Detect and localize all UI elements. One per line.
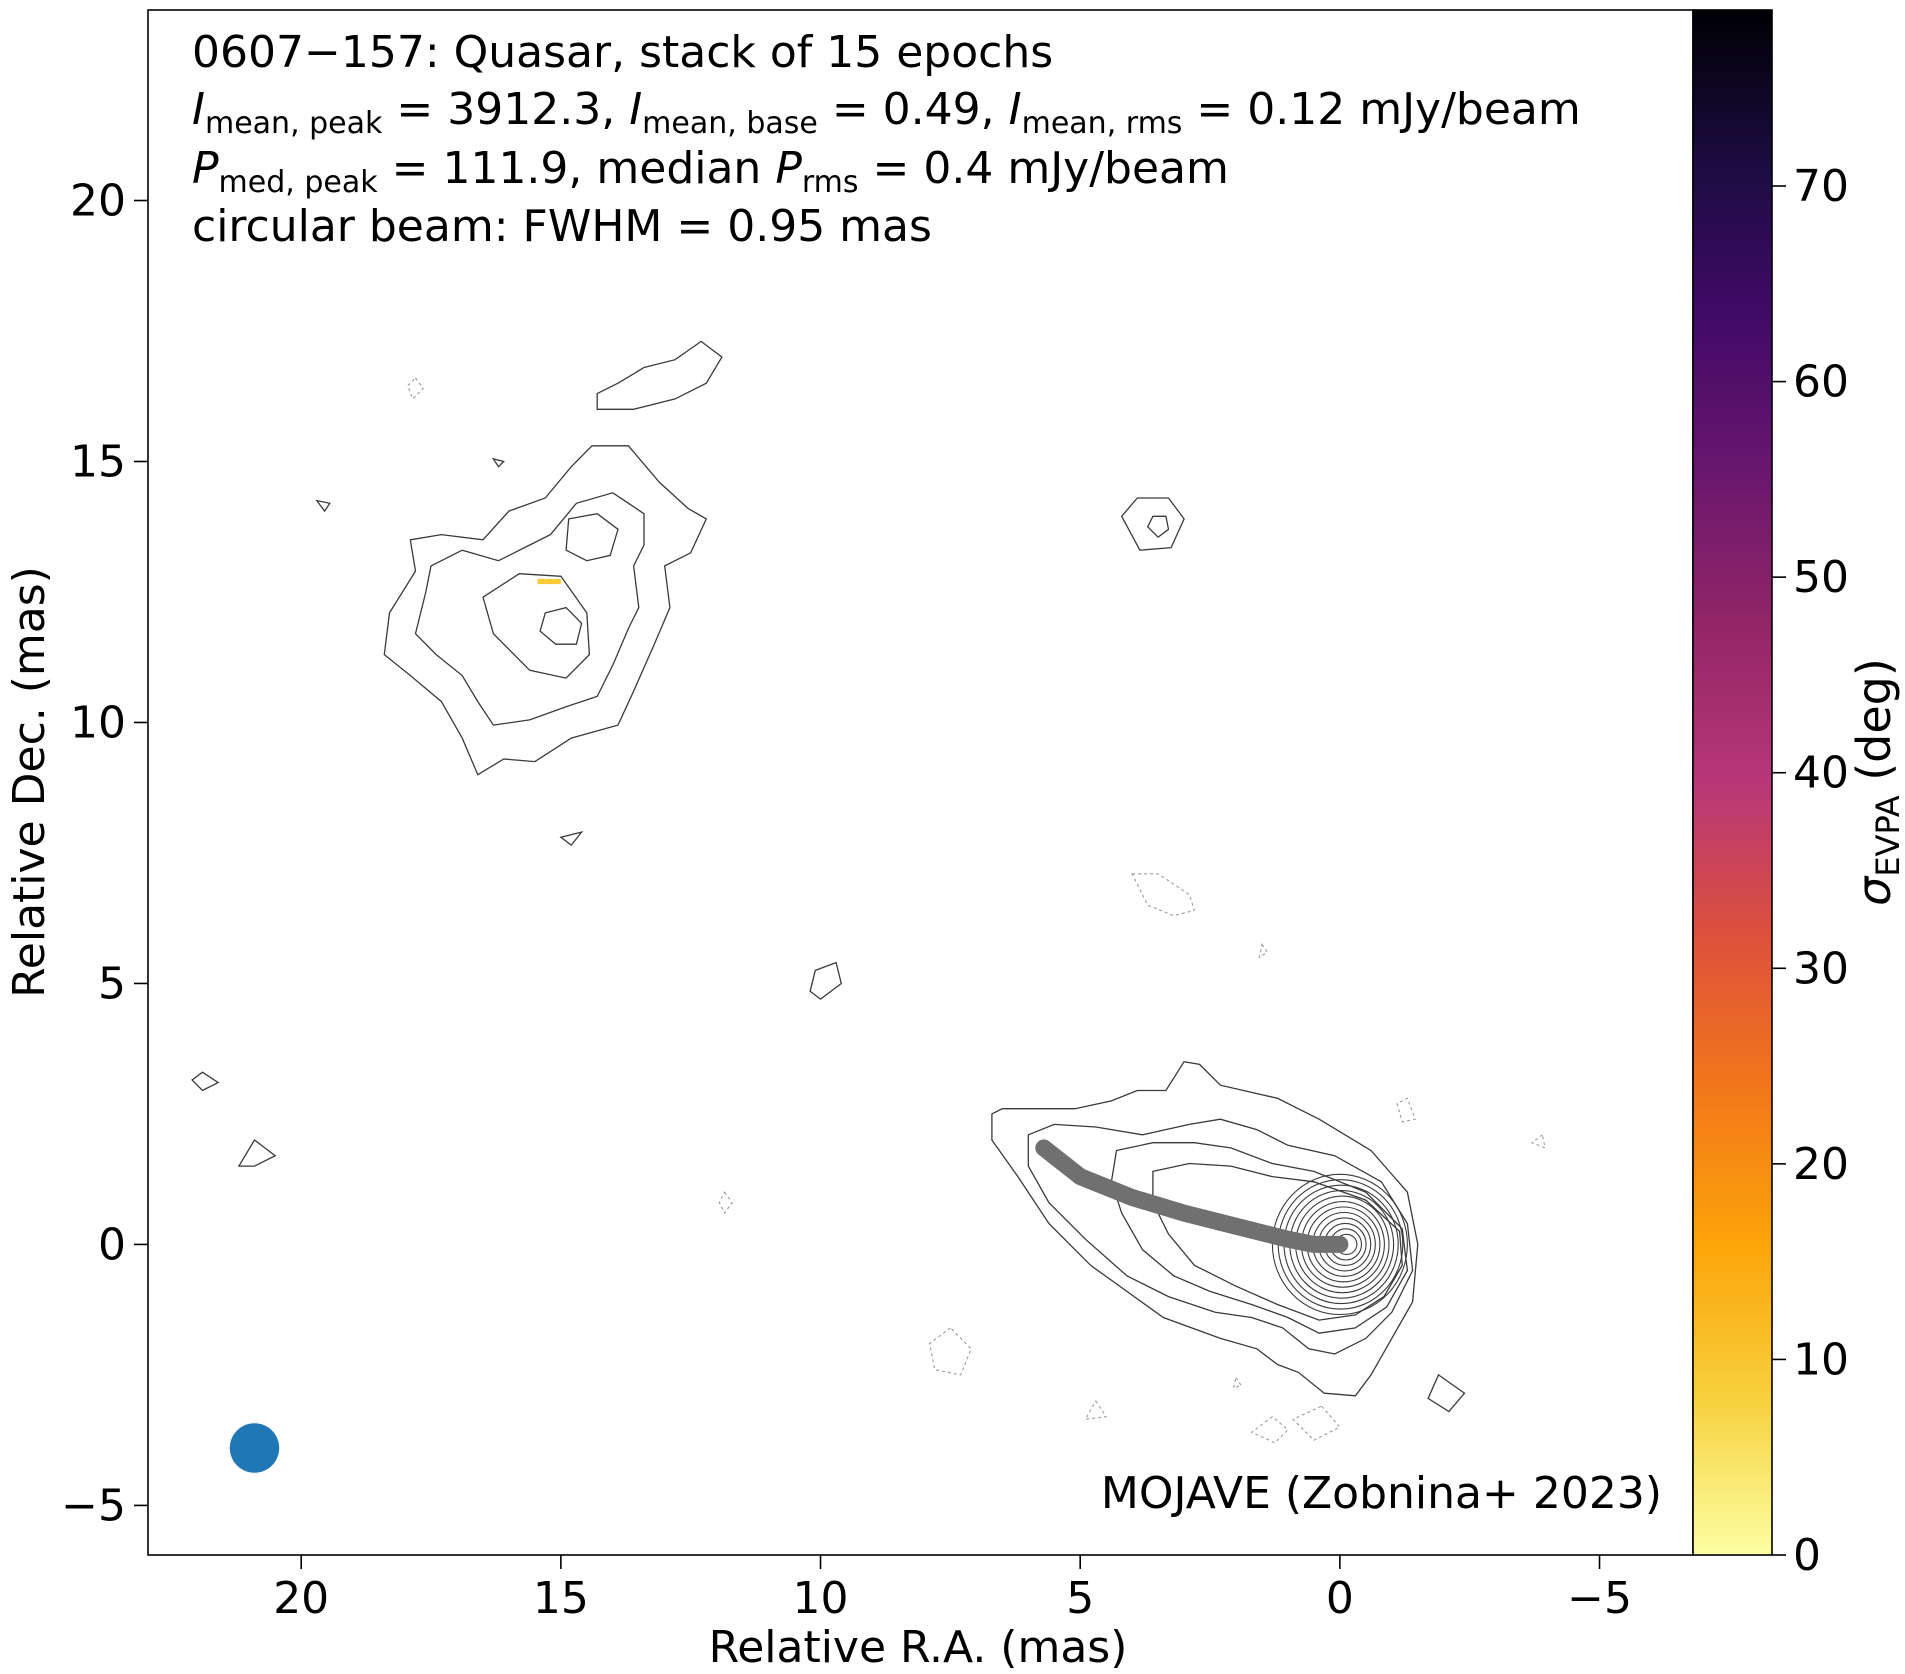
contour-small <box>315 499 331 513</box>
colorbar-ticks: 0 10 20 30 40 50 60 70 <box>1772 161 1849 1581</box>
contour-jet-third <box>1110 1142 1409 1334</box>
contour-negative <box>1131 873 1196 917</box>
colorbar-label: σEVPA (deg) <box>1847 658 1905 906</box>
colorbar-gradient <box>1693 10 1772 1555</box>
contour-small <box>809 961 843 1000</box>
contour-small <box>237 1139 277 1167</box>
annotation-line-4: circular beam: FWHM = 0.95 mas <box>192 201 932 252</box>
y-tick-label: 10 <box>70 697 126 748</box>
contour-blob-core2 <box>565 513 619 562</box>
evpa-pixel <box>545 578 554 585</box>
colorbar-tick-label: 40 <box>1793 748 1849 799</box>
contour-negative <box>1258 942 1268 959</box>
y-tick-label: −5 <box>61 1480 126 1531</box>
credit-label: MOJAVE (Zobnina+ 2023) <box>1101 1468 1662 1519</box>
colorbar-tick-label: 50 <box>1793 552 1849 603</box>
y-axis-ticks: 20 15 10 5 0 −5 <box>61 176 148 1531</box>
colorbar-tick-label: 30 <box>1793 943 1849 994</box>
contour-core <box>1271 1173 1408 1316</box>
contour-blob-outer <box>383 445 708 776</box>
contour-blob-inner-hole <box>482 573 591 679</box>
contour-small <box>1427 1373 1466 1413</box>
evpa-pixel <box>553 578 561 585</box>
contour-small <box>191 1071 220 1092</box>
contour-mid-ring <box>1120 497 1185 551</box>
x-tick-label: 10 <box>793 1573 849 1624</box>
x-tick-label: 20 <box>273 1573 329 1624</box>
contour-jet-fourth <box>1152 1162 1403 1321</box>
contour-negative <box>1396 1097 1416 1123</box>
y-tick-label: 15 <box>70 436 126 487</box>
colorbar: 0 10 20 30 40 50 60 70 σEVPA (deg) <box>1692 9 1905 1581</box>
contour-mid-ring-inner <box>1146 515 1170 539</box>
contour-small <box>491 457 505 468</box>
contour-small <box>559 831 584 846</box>
annotation-line-3: Pmed, peak = 111.9, median Prms = 0.4 mJ… <box>192 143 1229 200</box>
contour-top-blob <box>596 340 723 410</box>
x-tick-label: −5 <box>1567 1573 1632 1624</box>
contour-jet-outer <box>991 1060 1419 1397</box>
contour-blob-inner <box>414 492 645 726</box>
colorbar-tick-label: 60 <box>1793 357 1849 408</box>
x-tick-label: 0 <box>1326 1573 1354 1624</box>
colorbar-tick-label: 0 <box>1793 1530 1821 1581</box>
contour-negative <box>1292 1405 1341 1441</box>
intensity-contours <box>191 340 1546 1444</box>
contour-blob-core1 <box>539 606 583 645</box>
annotation-line-1: 0607−157: Quasar, stack of 15 epochs <box>192 27 1053 78</box>
jet-ridge-line <box>1035 1139 1349 1253</box>
y-tick-label: 20 <box>70 176 126 227</box>
y-tick-label: 5 <box>98 958 126 1009</box>
contour-negative <box>1084 1399 1108 1420</box>
contour-negative <box>1530 1133 1546 1149</box>
x-axis-ticks: 20 15 10 5 0 −5 <box>273 1555 1632 1624</box>
y-axis-label: Relative Dec. (mas) <box>4 566 55 998</box>
x-tick-label: 15 <box>533 1573 589 1624</box>
contour-negative <box>1232 1376 1243 1389</box>
evpa-pixel <box>537 578 546 585</box>
colorbar-tick-label: 20 <box>1793 1139 1849 1190</box>
x-axis-label: Relative R.A. (mas) <box>709 1622 1128 1673</box>
beam-ellipse <box>229 1423 280 1473</box>
contour-negative <box>718 1191 733 1215</box>
colorbar-tick-label: 10 <box>1793 1334 1849 1385</box>
annotation-block: 0607−157: Quasar, stack of 15 epochs Ime… <box>192 27 1581 252</box>
colorbar-frame <box>1692 9 1773 1556</box>
evpa-sigma-map <box>537 578 561 585</box>
colorbar-tick-label: 70 <box>1793 161 1849 212</box>
contour-jet-second <box>1027 1118 1414 1355</box>
contour-negative <box>407 377 424 400</box>
y-tick-label: 0 <box>98 1219 126 1270</box>
plot-background <box>148 10 1693 1555</box>
ridge-line-path <box>1035 1139 1349 1253</box>
annotation-line-2: Imean, peak = 3912.3, Imean, base = 0.49… <box>192 84 1581 141</box>
x-tick-label: 5 <box>1066 1573 1094 1624</box>
